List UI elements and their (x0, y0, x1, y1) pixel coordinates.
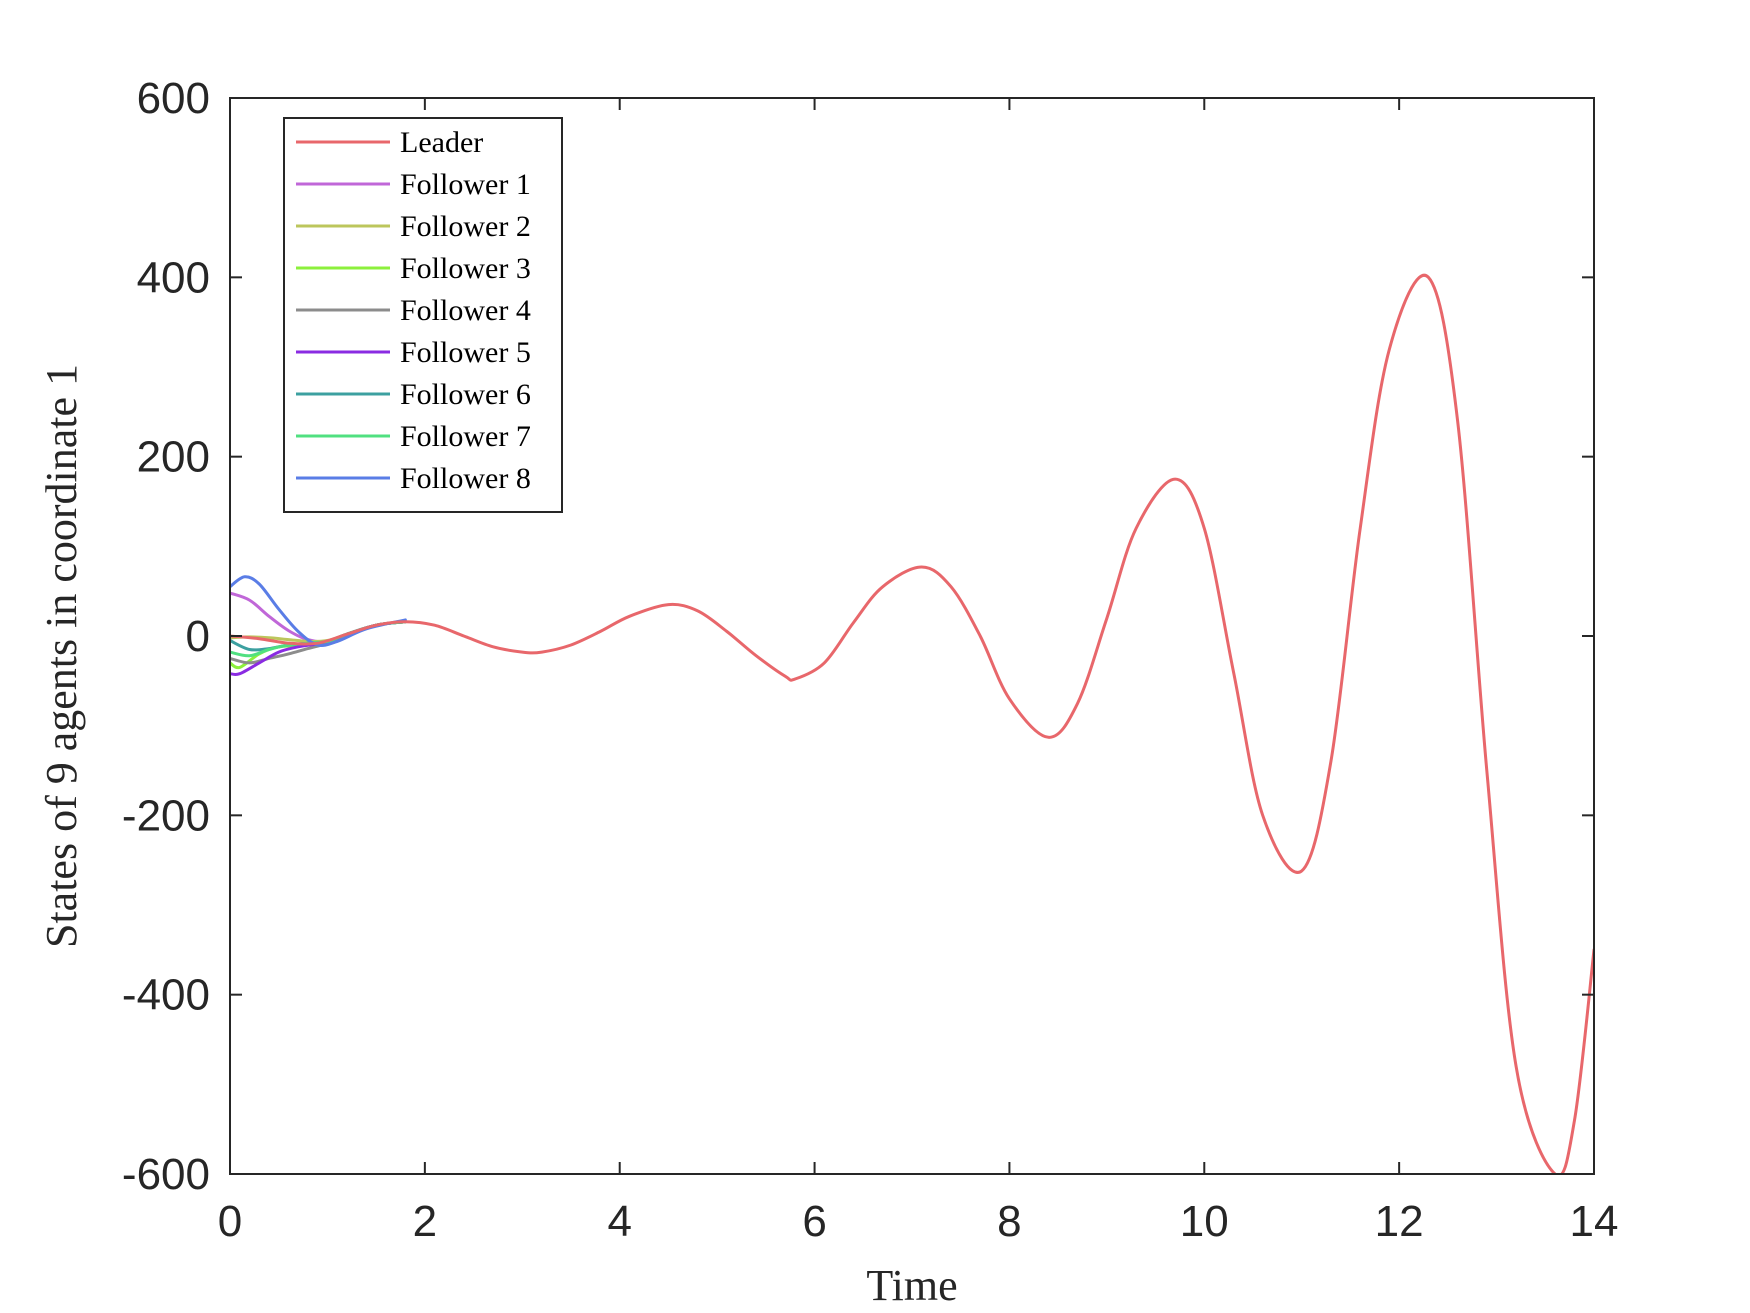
y-tick-label: 600 (137, 74, 210, 123)
y-tick-label: -600 (122, 1150, 210, 1199)
series-line-leader (230, 273, 1594, 1174)
y-tick-label: 400 (137, 253, 210, 302)
legend-entry: Follower 3 (400, 252, 531, 285)
y-tick-label: 0 (186, 612, 210, 661)
x-tick-label: 0 (218, 1197, 242, 1246)
legend-entry: Follower 5 (400, 336, 531, 369)
x-tick-label: 4 (607, 1197, 631, 1246)
y-tick-label: 200 (137, 433, 210, 482)
legend-entry: Follower 8 (400, 462, 531, 495)
y-axis-title: States of 9 agents in coordinate 1 (37, 364, 86, 948)
legend: Leader Follower 1 Follower 2 Follower 3 Foll… (283, 117, 563, 513)
y-axis-ticks: -600 -400 -200 0 200 400 600 (122, 74, 1594, 1199)
x-axis-title: Time (866, 1261, 957, 1310)
x-tick-label: 2 (413, 1197, 437, 1246)
legend-entry: Follower 6 (400, 378, 531, 411)
legend-entry: Leader (400, 126, 483, 159)
x-tick-label: 6 (802, 1197, 826, 1246)
x-axis-ticks: 0 2 4 6 8 10 12 14 (218, 98, 1619, 1246)
legend-entry: Follower 1 (400, 168, 531, 201)
y-tick-label: -200 (122, 791, 210, 840)
y-tick-label: -400 (122, 971, 210, 1020)
series-layer (230, 273, 1594, 1174)
x-tick-label: 8 (997, 1197, 1021, 1246)
legend-entry: Follower 2 (400, 210, 531, 243)
x-tick-label: 14 (1570, 1197, 1619, 1246)
x-tick-label: 10 (1180, 1197, 1229, 1246)
legend-entry: Follower 7 (400, 420, 531, 453)
x-tick-label: 12 (1375, 1197, 1424, 1246)
legend-entry: Follower 4 (400, 294, 531, 327)
